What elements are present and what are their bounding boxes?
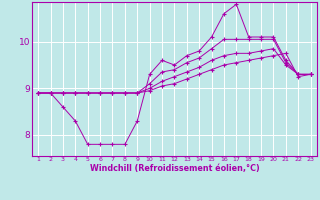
X-axis label: Windchill (Refroidissement éolien,°C): Windchill (Refroidissement éolien,°C)	[90, 164, 259, 173]
